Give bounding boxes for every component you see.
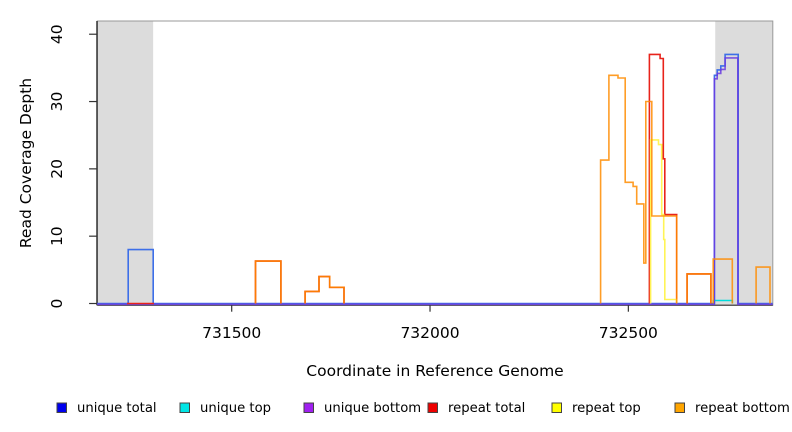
x-axis-title: Coordinate in Reference Genome — [306, 362, 563, 380]
legend-swatch-repeat-top — [551, 402, 562, 413]
series-layer — [97, 53, 773, 306]
series-path — [97, 57, 773, 306]
x-tick-label: 732000 — [400, 324, 459, 342]
legend-swatch-unique-bottom — [303, 402, 314, 413]
x-tick-label: 732500 — [599, 324, 658, 342]
legend-label-repeat-top: repeat top — [572, 401, 641, 416]
legend-label-unique-bottom: unique bottom — [324, 401, 421, 416]
series-repeat-total — [127, 53, 712, 305]
repeat-region-band — [715, 21, 773, 305]
series-path — [686, 273, 712, 304]
series-path — [649, 139, 678, 304]
y-tick-label: 30 — [48, 92, 66, 112]
axis-ticks — [89, 33, 629, 312]
x-tick-label: 731500 — [202, 324, 261, 342]
series-repeat-bottom — [254, 74, 771, 304]
series-path — [755, 266, 771, 304]
series-unique-total — [97, 53, 773, 305]
legend-swatch-unique-total — [56, 402, 67, 413]
legend: unique total unique top unique bottom re… — [56, 401, 790, 416]
series-path — [599, 74, 678, 304]
series-path — [304, 275, 345, 304]
y-tick-label: 0 — [48, 299, 66, 309]
y-axis-title: Read Coverage Depth — [17, 78, 35, 248]
legend-label-unique-total: unique total — [77, 401, 157, 416]
series-unique-bottom — [97, 57, 773, 306]
legend-label-unique-top: unique top — [200, 401, 271, 416]
plot-border — [96, 20, 774, 306]
plot-frame — [96, 20, 774, 306]
y-tick-label: 10 — [48, 226, 66, 246]
legend-swatch-repeat-bottom — [674, 402, 685, 413]
series-path — [97, 53, 773, 305]
legend-label-repeat-bottom: repeat bottom — [695, 401, 790, 416]
legend-swatch-unique-top — [179, 402, 190, 413]
series-repeat-top — [649, 139, 678, 304]
series-path — [648, 53, 678, 304]
axis-tick-labels: 0 10 20 30 40 731500 732000 732500 — [48, 24, 658, 342]
series-path — [254, 260, 282, 304]
series-path — [712, 258, 734, 304]
series-path — [304, 275, 345, 304]
series-path — [254, 260, 282, 304]
legend-label-repeat-total: repeat total — [448, 401, 525, 416]
shaded-repeat-regions — [97, 21, 773, 305]
repeat-region-band — [97, 21, 154, 305]
y-tick-label: 40 — [48, 24, 66, 44]
legend-swatch-repeat-total — [427, 402, 438, 413]
series-path — [686, 273, 712, 304]
y-tick-label: 20 — [48, 159, 66, 179]
